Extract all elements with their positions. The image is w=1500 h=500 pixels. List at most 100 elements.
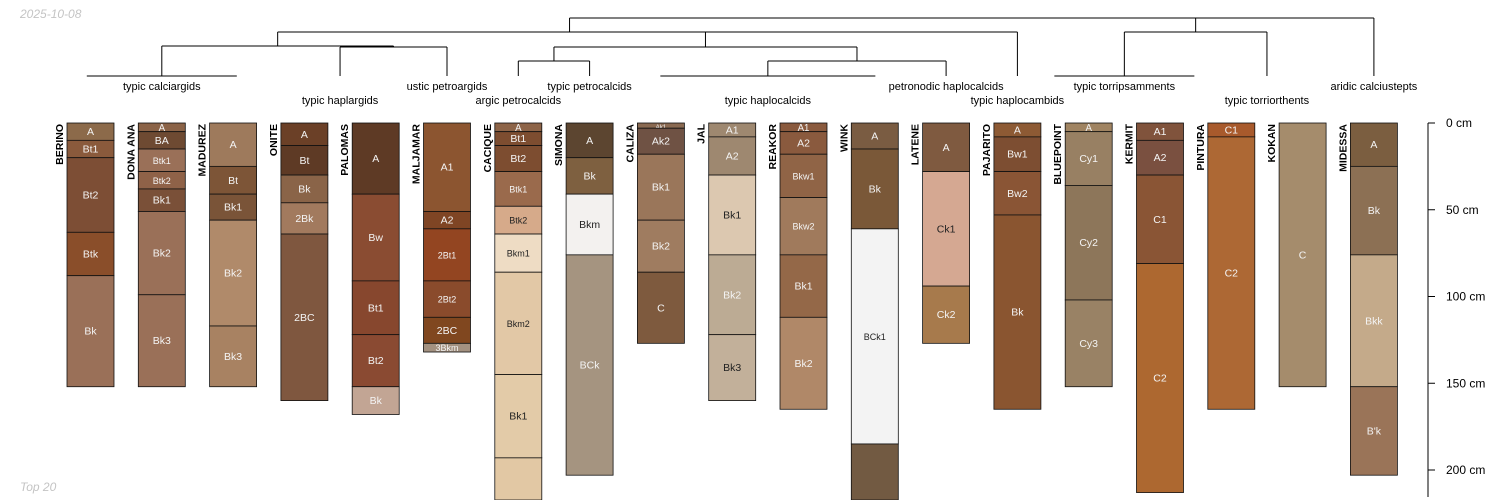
horizon (209, 325, 258, 388)
profile-palomas: PALOMAS A Bw Bt1 Bt2 Bk (339, 122, 400, 415)
profile-maljamar: MALJAMAR A1 A2 2Bt1 2Bt2 2BC 3Bkm (411, 122, 471, 353)
horizon (1350, 254, 1398, 388)
horizon-label: Bkm1 (507, 249, 530, 259)
horizon (1136, 174, 1184, 264)
profile-name: CALIZA (624, 124, 636, 163)
horizon-label: C1 (1153, 214, 1167, 226)
horizon (922, 285, 970, 344)
profile-name: MIDESSA (1337, 124, 1349, 172)
horizon (922, 171, 970, 287)
horizon-label: Bk1 (652, 182, 670, 194)
horizon (708, 254, 757, 336)
horizon-label: A (1014, 124, 1021, 136)
horizon-label: Bw2 (1007, 188, 1028, 200)
profile-midessa: MIDESSA A Bk Bkk B'k (1337, 122, 1398, 476)
horizon-label: A1 (726, 124, 739, 136)
horizon (637, 127, 685, 155)
profile-caliza: CALIZA Ak1 Ak2 Bk1 Bk2 C (624, 122, 685, 344)
horizon (66, 275, 115, 388)
group-label: typic haplocambids (971, 95, 1065, 107)
horizon-label: Bt (228, 175, 238, 187)
horizon-label: A1 (441, 162, 454, 174)
horizon-label: C2 (1225, 268, 1239, 280)
horizon-label: Bk (298, 183, 311, 195)
horizon (494, 271, 543, 375)
profile-kokan: KOKAN C (1266, 122, 1327, 388)
profile-name: KOKAN (1266, 124, 1278, 163)
horizon (1278, 122, 1327, 388)
horizon-label: A (301, 129, 308, 141)
horizon-label: A (586, 135, 593, 147)
horizon-label: A1 (798, 123, 810, 134)
horizon-label: 2Bt2 (438, 295, 457, 305)
horizon (993, 171, 1042, 216)
horizon-label: A2 (797, 137, 810, 149)
profile-wink: WINK A Bk BCk1 (838, 122, 899, 500)
horizon-label: Bk3 (723, 362, 741, 374)
horizon (351, 386, 400, 415)
horizon-label: 2BC (294, 312, 315, 324)
horizon-label: A (372, 153, 379, 165)
horizon (351, 122, 400, 195)
horizon-label: Bt1 (510, 133, 526, 145)
horizon (494, 457, 543, 500)
horizon (850, 228, 899, 445)
footer-label: Top 20 (20, 480, 57, 494)
horizon-label: Bk1 (723, 209, 741, 221)
horizon (280, 174, 329, 204)
horizon (1136, 139, 1184, 176)
profile-name: PINTURA (1195, 124, 1207, 171)
horizon-label: Btk2 (153, 176, 171, 186)
horizon-label: A (1370, 139, 1377, 151)
horizon (565, 193, 614, 256)
horizon (993, 214, 1042, 410)
horizon-label: Bk1 (794, 281, 812, 293)
horizon-label: Bk (370, 395, 383, 407)
horizon-label: 3Bkm (435, 343, 458, 353)
horizon-label: Bk1 (224, 202, 242, 214)
depth-axis: 0 cm 50 cm 100 cm 150 cm 200 cm (1427, 116, 1485, 497)
profile-simona: SIMONA A Bk Bkm BCk (553, 122, 614, 476)
horizon-label: C1 (1225, 124, 1239, 136)
horizon-label: C (657, 302, 665, 314)
horizon-label: 2BC (437, 325, 458, 337)
horizon-label: A (943, 142, 950, 154)
horizon-label: A (87, 126, 94, 138)
profile-latene: LATENE A Ck1 Ck2 (910, 122, 970, 344)
horizon (494, 374, 543, 459)
profile-name: LATENE (910, 124, 922, 165)
group-label: petronodic haplocalcids (889, 81, 1004, 93)
dendrogram (161, 17, 1375, 76)
horizon-label: A1 (1154, 126, 1167, 138)
horizon-label: Bt2 (368, 355, 384, 367)
horizon-label: Bk2 (794, 358, 812, 370)
horizon (1064, 185, 1113, 301)
horizon (494, 171, 543, 207)
group-label: typic haplocalcids (725, 95, 812, 107)
horizon (1350, 122, 1398, 167)
horizon (1064, 131, 1113, 186)
horizon (494, 145, 543, 172)
profile-name: BLUEPOINT (1052, 123, 1064, 184)
horizon-label: A (871, 131, 878, 143)
profile-name: KERMIT (1124, 123, 1136, 164)
horizon-label: A (1085, 123, 1092, 134)
horizon-label: A (159, 123, 166, 134)
horizon-label: Btk2 (509, 216, 527, 226)
horizon-label: B'k (1367, 425, 1382, 437)
horizon-label: Bw (368, 232, 383, 244)
axis-tick-label: 0 cm (1446, 116, 1472, 130)
horizon-label: BCk1 (864, 332, 886, 342)
profile-reakor: REAKOR A1 A2 Bkw1 Bkw2 Bk1 Bk2 (767, 122, 828, 410)
horizon-label: A2 (441, 215, 454, 227)
horizon-label: Bkw2 (792, 222, 814, 232)
profile-name: CACIQUE (482, 124, 494, 172)
horizon (423, 342, 471, 353)
profile-name: MADUREZ (197, 123, 209, 176)
horizon-label: BCk (580, 360, 601, 372)
profile-name: SIMONA (553, 124, 565, 166)
horizon (565, 122, 614, 159)
group-label: typic torriorthents (1225, 95, 1310, 107)
horizon-label: Bk3 (153, 335, 171, 347)
